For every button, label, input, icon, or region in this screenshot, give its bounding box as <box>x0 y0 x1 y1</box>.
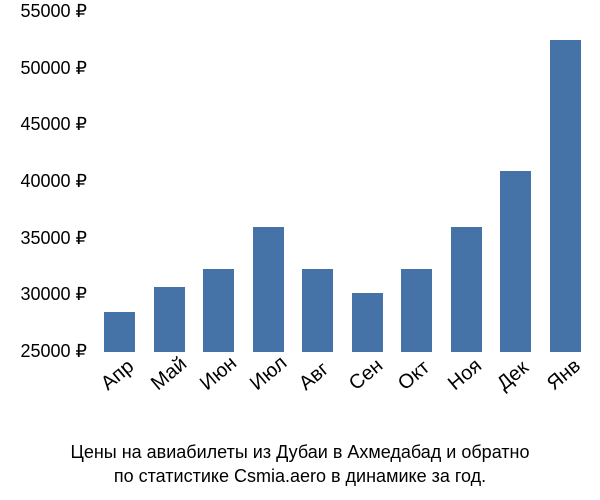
bar <box>302 269 333 352</box>
x-tick-label: Июн <box>196 352 242 396</box>
bar <box>352 293 383 352</box>
x-tick-label: Дек <box>493 357 533 396</box>
x-tick-label: Окт <box>394 357 435 396</box>
bar <box>550 40 581 352</box>
y-tick-label: 35000 ₽ <box>0 228 87 249</box>
x-tick-label: Ноя <box>444 355 487 396</box>
bar <box>500 171 531 352</box>
y-tick-label: 45000 ₽ <box>0 114 87 135</box>
chart-caption: Цены на авиабилеты из Дубаи в Ахмедабад … <box>0 440 600 489</box>
bar <box>253 227 284 352</box>
x-tick-label: Авг <box>295 358 334 396</box>
bar <box>104 312 135 352</box>
price-chart: 25000 ₽ 30000 ₽ 35000 ₽ 40000 ₽ 45000 ₽ 50000… <box>0 0 600 500</box>
x-tick-label: Апр <box>97 356 139 396</box>
y-tick-label: 30000 ₽ <box>0 284 87 305</box>
x-tick-label: Июл <box>246 352 292 396</box>
x-tick-label: Сен <box>345 355 388 396</box>
bar <box>154 287 185 352</box>
bar <box>451 227 482 352</box>
y-tick-label: 55000 ₽ <box>0 1 87 22</box>
bar <box>401 269 432 352</box>
x-tick-label: Янв <box>543 355 585 396</box>
caption-line-2: по статистике Csmia.aero в динамике за г… <box>0 464 600 488</box>
x-tick-label: Май <box>147 353 192 396</box>
y-tick-label: 25000 ₽ <box>0 341 87 362</box>
bar <box>203 269 234 352</box>
y-tick-label: 40000 ₽ <box>0 171 87 192</box>
caption-line-1: Цены на авиабилеты из Дубаи в Ахмедабад … <box>0 440 600 464</box>
plot-area <box>95 12 590 352</box>
y-tick-label: 50000 ₽ <box>0 58 87 79</box>
